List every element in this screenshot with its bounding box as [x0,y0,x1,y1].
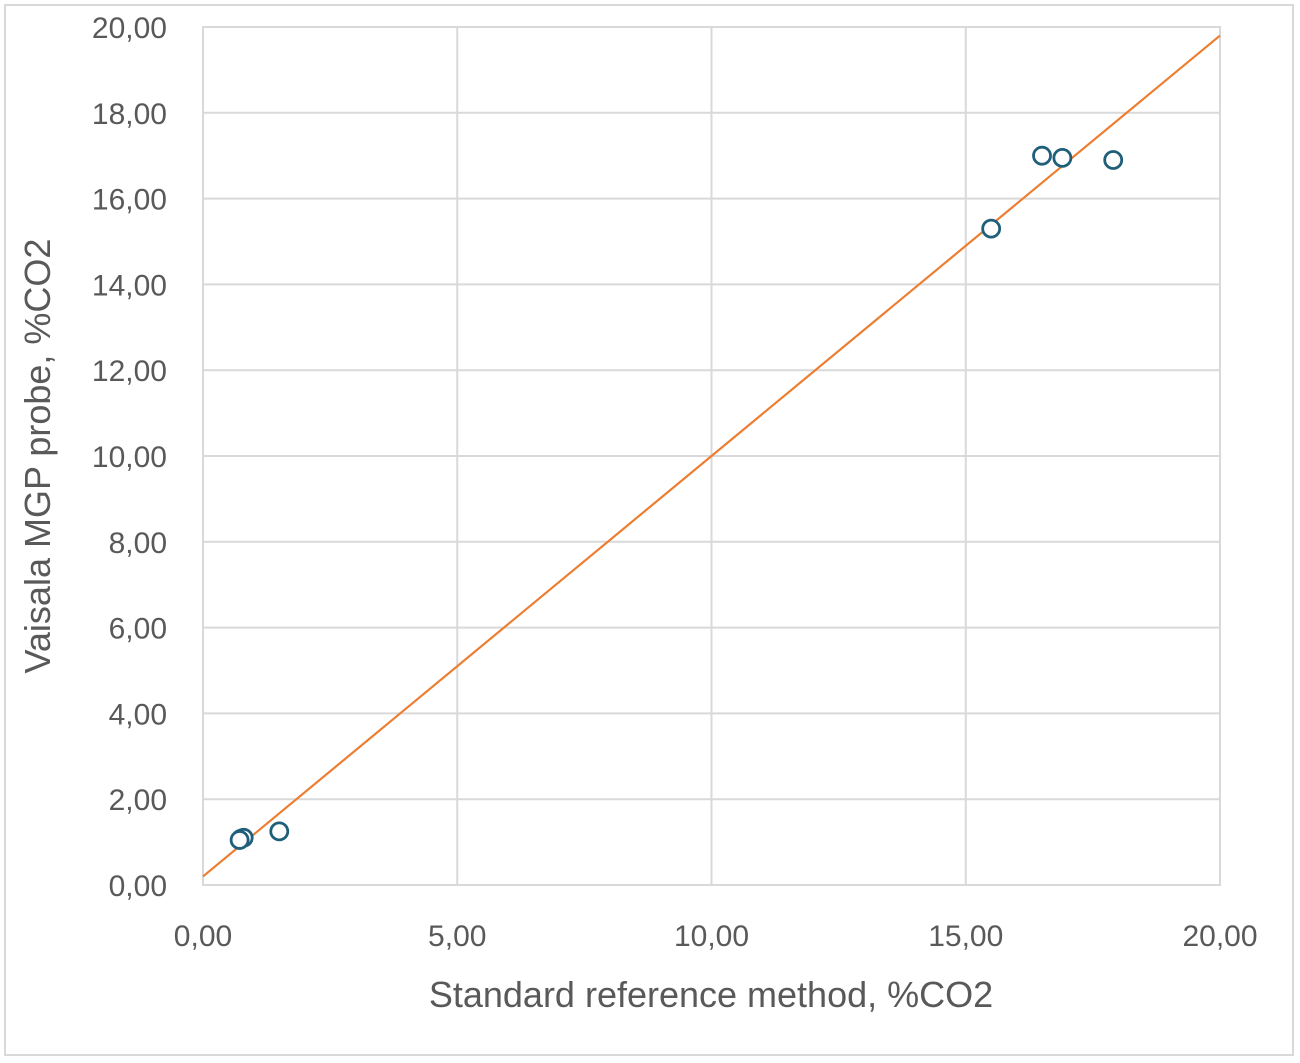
x-tick-label: 20,00 [1182,920,1257,953]
x-tick-label: 5,00 [428,920,486,953]
data-point [269,821,290,842]
trend-layer [202,34,1221,878]
data-point [229,830,250,850]
y-tick-label: 18,00 [92,98,167,131]
plot-area-border [202,26,1221,886]
y-tick-label: 10,00 [92,441,167,474]
x-tick-label: 10,00 [674,920,749,953]
y-tick-label: 8,00 [109,527,167,560]
y-tick-label: 20,00 [92,12,167,45]
data-point [981,218,1002,239]
x-axis-title: Standard reference method, %CO2 [429,974,993,1015]
y-tick-label: 2,00 [109,784,167,817]
data-point [1103,150,1124,170]
y-tick-label: 12,00 [92,355,167,388]
trend-line [202,34,1221,878]
y-tick-label: 0,00 [109,870,167,903]
y-tick-label: 4,00 [109,698,167,731]
y-axis-title: Vaisala MGP probe, %CO2 [17,239,58,674]
chart-frame [4,4,1294,1056]
x-tick-label: 0,00 [174,920,232,953]
y-tick-label: 16,00 [92,184,167,217]
data-point [1052,147,1073,168]
y-tick-label: 14,00 [92,269,167,302]
x-tick-label: 15,00 [928,920,1003,953]
data-point [1032,145,1052,166]
x-tick-labels: 0,00 5,00 10,00 15,00 20,00 [174,920,1258,953]
point-layer [229,145,1124,850]
y-tick-label: 6,00 [109,613,167,646]
y-tick-labels: 0,00 2,00 4,00 6,00 8,00 10,00 12,00 14,00 16,00… [92,12,167,903]
